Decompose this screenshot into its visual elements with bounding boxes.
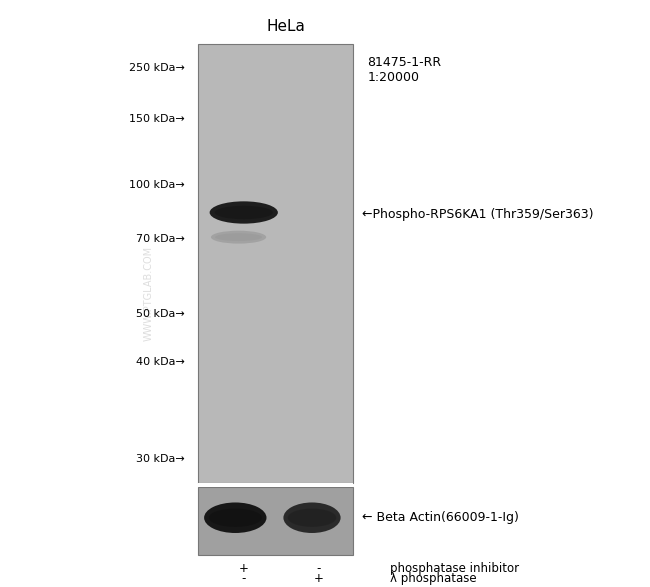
Text: phosphatase inhibitor: phosphatase inhibitor [390,562,519,575]
Text: HeLa: HeLa [266,19,306,34]
Text: -: - [242,572,246,585]
Bar [198,487,353,555]
Ellipse shape [283,502,341,533]
Ellipse shape [209,201,278,224]
Text: ← Beta Actin(66009-1-Ig): ← Beta Actin(66009-1-Ig) [362,511,519,524]
Ellipse shape [211,231,266,244]
Bar [198,483,353,487]
Text: 50 kDa→: 50 kDa→ [136,309,185,319]
Text: 250 kDa→: 250 kDa→ [129,62,185,73]
Ellipse shape [204,502,266,533]
Text: WWW.PTGLAB.COM: WWW.PTGLAB.COM [143,246,153,341]
Text: 30 kDa→: 30 kDa→ [136,454,185,464]
Ellipse shape [288,508,336,527]
Text: 70 kDa→: 70 kDa→ [136,234,185,245]
Ellipse shape [209,508,262,527]
Ellipse shape [215,233,262,241]
Text: 40 kDa→: 40 kDa→ [136,357,185,367]
Text: λ phosphatase: λ phosphatase [390,572,476,585]
Text: ←Phospho-RPS6KA1 (Thr359/Ser363): ←Phospho-RPS6KA1 (Thr359/Ser363) [362,208,593,221]
Text: +: + [239,562,249,575]
Text: -: - [317,562,320,575]
Text: 150 kDa→: 150 kDa→ [129,114,185,124]
Bar [198,44,353,483]
Ellipse shape [214,206,273,219]
Text: 81475-1-RR
1:20000: 81475-1-RR 1:20000 [367,56,441,84]
Text: +: + [313,572,324,585]
Text: 100 kDa→: 100 kDa→ [129,180,185,190]
